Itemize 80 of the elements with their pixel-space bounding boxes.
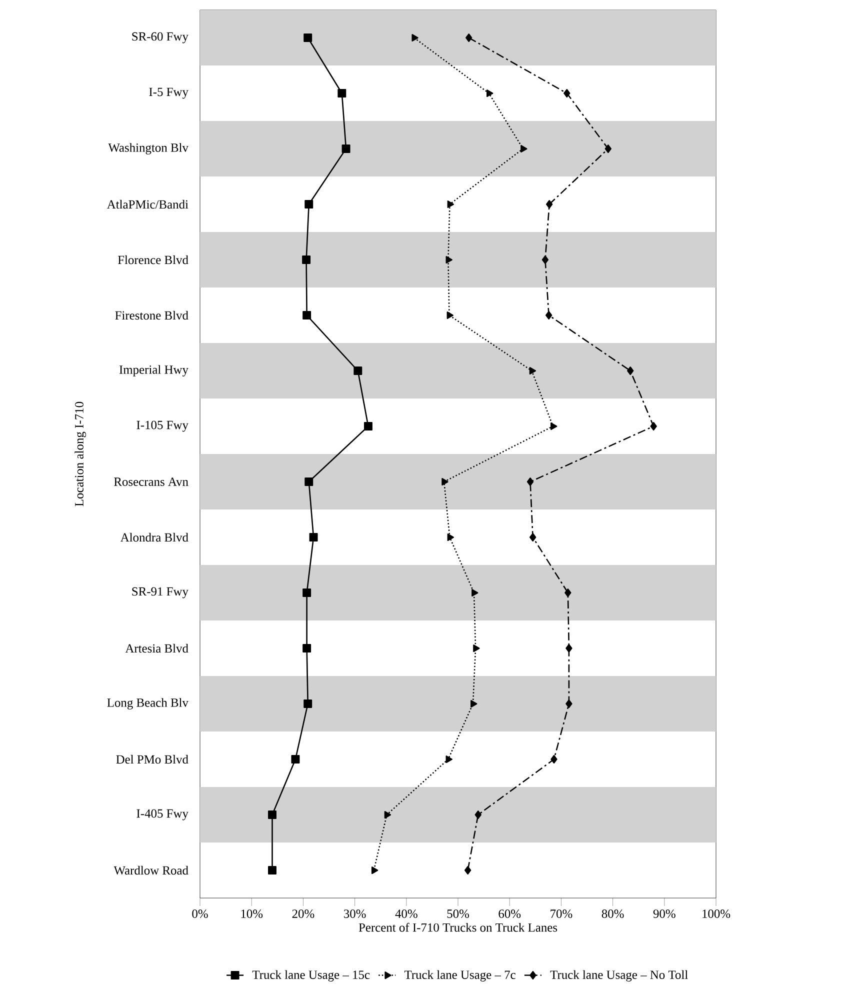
x-axis-title: Percent of I-710 Trucks on Truck Lanes: [358, 922, 558, 932]
x-tick-label: 0%: [192, 910, 208, 918]
point: [526, 478, 534, 486]
point: [446, 256, 452, 264]
point: [291, 755, 300, 764]
point: [529, 533, 536, 542]
x-tick-label: 100%: [702, 910, 730, 918]
x-tick-label: 10%: [241, 910, 263, 918]
point: [412, 34, 418, 42]
point: [550, 422, 558, 430]
point: [302, 588, 312, 598]
point: [268, 810, 276, 820]
point: [604, 144, 612, 153]
point: [302, 311, 312, 320]
point: [566, 700, 572, 708]
y-tick-label: Imperial Hwy: [119, 365, 188, 376]
x-tick-label: 50%: [447, 910, 469, 918]
point: [545, 311, 552, 320]
y-tick-label: Artesia Blvd: [125, 644, 188, 653]
point: [564, 89, 570, 98]
y-tick-label: Wardlow Road: [114, 866, 188, 875]
point: [302, 256, 311, 264]
point: [546, 200, 553, 208]
point: [564, 588, 572, 598]
x-tick-label: 40%: [395, 910, 418, 918]
y-tick-label: Florence Blvd: [118, 255, 188, 264]
point: [446, 756, 452, 764]
point: [304, 34, 312, 42]
point: [304, 200, 314, 208]
x-tick-label: 70%: [550, 910, 572, 918]
point: [268, 866, 276, 875]
point: [447, 534, 454, 542]
x-tick-label: 60%: [498, 910, 521, 918]
point: [486, 90, 494, 98]
point: [470, 700, 478, 708]
point: [446, 312, 454, 320]
legend-label: Truck lane Usage – No Toll: [550, 970, 688, 982]
point: [550, 755, 558, 764]
y-tick-label: I-5 Fwy: [149, 88, 188, 99]
x-tick-label: 80%: [602, 910, 624, 918]
point: [302, 644, 312, 653]
x-tick-label: 20%: [292, 910, 314, 918]
point: [384, 811, 392, 819]
y-tick-label: Long Beach Blv: [107, 698, 188, 710]
point: [650, 422, 657, 431]
y-tick-label: I-105 Fwy: [136, 420, 188, 432]
y-tick-label: Del PMo Blvd: [116, 754, 188, 764]
point: [474, 810, 482, 820]
point: [309, 533, 318, 542]
legend-label: Truck lane Usage – 7c: [404, 970, 516, 982]
point: [529, 367, 536, 375]
point: [304, 478, 314, 486]
y-tick-label: SR-60 Fwy: [132, 32, 188, 44]
y-tick-label: Rosecrans Avn: [114, 478, 188, 486]
point: [464, 866, 472, 875]
point: [473, 644, 480, 652]
point: [442, 478, 448, 486]
point: [542, 256, 549, 264]
y-tick-label: AtlaPMic/Bandi: [106, 200, 188, 209]
point: [627, 366, 634, 376]
y-tick-label: Alondra Blvd: [120, 532, 188, 542]
point: [447, 200, 454, 208]
point: [304, 700, 312, 708]
point: [566, 644, 572, 653]
y-axis-title: Location along I-710: [74, 402, 86, 506]
y-tick-label: SR-91 Fwy: [132, 587, 188, 598]
point: [472, 589, 478, 597]
x-tick-label: 30%: [344, 910, 366, 918]
point: [466, 34, 472, 42]
legend-label: Truck lane Usage – 15c: [252, 970, 370, 982]
y-tick-label: I-405 Fwy: [136, 809, 188, 820]
point: [520, 145, 528, 153]
point: [364, 422, 372, 431]
y-tick-label: Washington Blv: [108, 143, 188, 154]
point: [354, 366, 362, 376]
point: [371, 866, 378, 874]
x-tick-label: 90%: [653, 910, 676, 918]
y-tick-label: Firestone Blvd: [115, 310, 188, 320]
point: [338, 89, 346, 98]
point: [342, 144, 350, 153]
